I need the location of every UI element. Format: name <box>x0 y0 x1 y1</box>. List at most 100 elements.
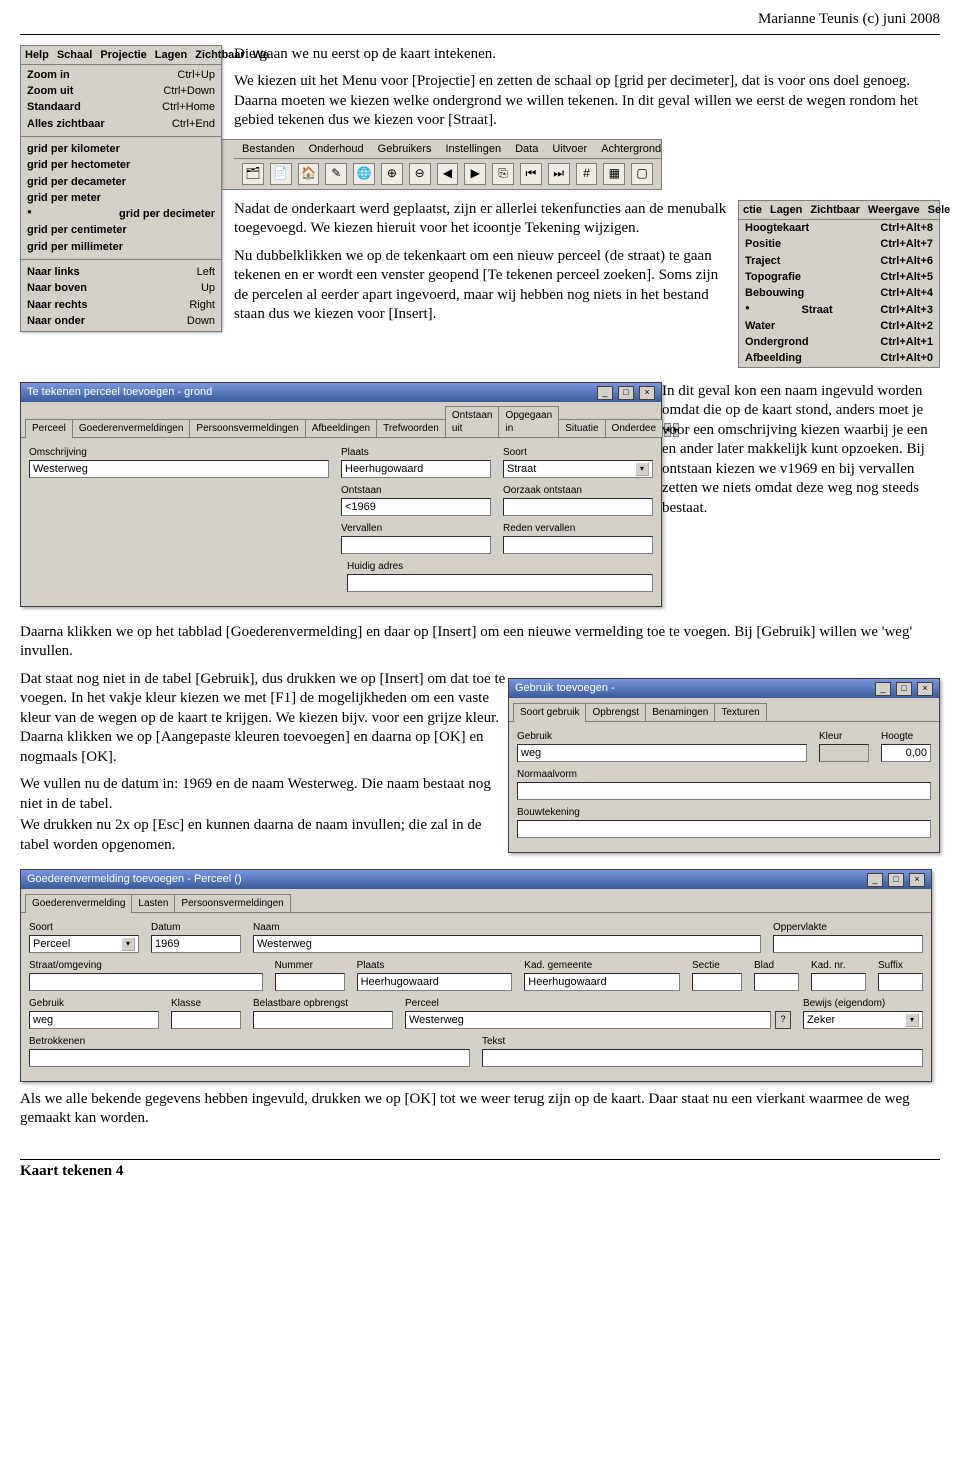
lagen-traject[interactable]: TrajectCtrl+Alt+6 <box>739 253 939 269</box>
next-icon[interactable]: ▶ <box>464 163 486 185</box>
grid-dm[interactable]: grid per decimeter <box>21 206 221 222</box>
g-betrok-input[interactable] <box>29 1049 470 1067</box>
forward-icon[interactable]: ⏭ <box>548 163 570 185</box>
tab-ontstaan[interactable]: Ontstaan uit <box>445 406 500 437</box>
globe-icon[interactable]: 🌐 <box>353 163 375 185</box>
tb-gebruikers[interactable]: Gebruikers <box>378 142 432 156</box>
g-straat-input[interactable] <box>29 973 263 991</box>
g-sectie-input[interactable] <box>692 973 742 991</box>
tb-bestanden[interactable]: Bestanden <box>242 142 295 156</box>
grid-km[interactable]: grid per kilometer <box>21 141 221 157</box>
grid-dam[interactable]: grid per decameter <box>21 174 221 190</box>
omschrijving-input[interactable] <box>29 460 329 478</box>
lagen-ondergrond[interactable]: OndergrondCtrl+Alt+1 <box>739 334 939 350</box>
g-plaats-input[interactable] <box>357 973 513 991</box>
maximize-icon[interactable]: □ <box>618 386 634 400</box>
pencil-icon[interactable]: ✎ <box>325 163 347 185</box>
g-bewijs-select[interactable]: Zeker▾ <box>803 1011 923 1029</box>
grid-m[interactable]: grid per meter <box>21 190 221 206</box>
tab-goederenvermelding[interactable]: Goederenvermelding <box>25 894 132 913</box>
lagen-head-weergave[interactable]: Weergave <box>868 203 920 217</box>
tab-afbeeld[interactable]: Afbeeldingen <box>305 419 377 437</box>
naar-rechts[interactable]: Naar rechtsRight <box>21 297 221 313</box>
huidig-input[interactable] <box>347 574 653 592</box>
lagen-straat[interactable]: StraatCtrl+Alt+3 <box>739 302 939 318</box>
tab-opgegaan[interactable]: Opgegaan in <box>498 406 559 437</box>
tab-goederen[interactable]: Goederenvermeldingen <box>72 419 191 437</box>
tab-benamingen[interactable]: Benamingen <box>645 703 715 721</box>
vervallen-input[interactable] <box>341 536 491 554</box>
lagen-bebouwing[interactable]: BebouwingCtrl+Alt+4 <box>739 285 939 301</box>
grid-cm[interactable]: grid per centimeter <box>21 222 221 238</box>
minimize-icon[interactable]: _ <box>875 682 891 696</box>
close-icon[interactable]: × <box>909 873 925 887</box>
normaalvorm-input[interactable] <box>517 782 931 800</box>
g-blad-input[interactable] <box>754 973 799 991</box>
copy-icon[interactable]: ⎘ <box>492 163 514 185</box>
prev-icon[interactable]: ◀ <box>437 163 459 185</box>
grid-icon[interactable]: # <box>576 163 598 185</box>
folder-icon[interactable]: 🗂 <box>242 163 264 185</box>
grid-hm[interactable]: grid per hectometer <box>21 157 221 173</box>
home-icon[interactable]: 🏠 <box>298 163 320 185</box>
menu-projectie[interactable]: Projectie <box>100 48 146 62</box>
oorzaak-input[interactable] <box>503 498 653 516</box>
tab-perceel[interactable]: Perceel <box>25 419 73 438</box>
lagen-head-zichtbaar[interactable]: Zichtbaar <box>810 203 860 217</box>
soort-select[interactable]: Straat▾ <box>503 460 653 478</box>
rewind-icon[interactable]: ⏮ <box>520 163 542 185</box>
zoom-in-icon[interactable]: ⊕ <box>381 163 403 185</box>
menu-zoom-in[interactable]: Zoom inCtrl+Up <box>21 67 221 83</box>
g-klasse-input[interactable] <box>171 1011 241 1029</box>
tab-soortgebruik[interactable]: Soort gebruik <box>513 703 586 722</box>
maximize-icon[interactable]: □ <box>888 873 904 887</box>
page-icon[interactable]: 📄 <box>270 163 292 185</box>
tab-persoonsvermeldingen[interactable]: Persoonsvermeldingen <box>174 894 290 912</box>
minimize-icon[interactable]: _ <box>597 386 613 400</box>
g-kadnr-input[interactable] <box>811 973 866 991</box>
plaats-input[interactable] <box>341 460 491 478</box>
menu-standaard[interactable]: StandaardCtrl+Home <box>21 99 221 115</box>
lagen-positie[interactable]: PositieCtrl+Alt+7 <box>739 236 939 252</box>
ontstaan-input[interactable] <box>341 498 491 516</box>
close-icon[interactable]: × <box>639 386 655 400</box>
menu-lagen[interactable]: Lagen <box>155 48 187 62</box>
menu-alles-zichtbaar[interactable]: Alles zichtbaarCtrl+End <box>21 116 221 132</box>
gebruik-input[interactable] <box>517 744 807 762</box>
help-button[interactable]: ? <box>775 1011 791 1029</box>
tab-situatie[interactable]: Situatie <box>558 419 605 437</box>
g-soort-select[interactable]: Perceel▾ <box>29 935 139 953</box>
tab-opbrengst[interactable]: Opbrengst <box>585 703 646 721</box>
tab-tref[interactable]: Trefwoorden <box>376 419 446 437</box>
lagen-afbeelding[interactable]: AfbeeldingCtrl+Alt+0 <box>739 350 939 366</box>
menu-help[interactable]: Help <box>25 48 49 62</box>
lagen-topografie[interactable]: TopografieCtrl+Alt+5 <box>739 269 939 285</box>
tab-onderdee[interactable]: Onderdee <box>605 419 663 437</box>
g-opp-input[interactable] <box>773 935 923 953</box>
close-icon[interactable]: × <box>917 682 933 696</box>
kleur-input[interactable] <box>819 744 869 762</box>
g-tekst-input[interactable] <box>482 1049 923 1067</box>
g-perceel-input[interactable] <box>405 1011 771 1029</box>
g-kad-input[interactable] <box>524 973 680 991</box>
lagen-water[interactable]: WaterCtrl+Alt+2 <box>739 318 939 334</box>
g-datum-input[interactable] <box>151 935 241 953</box>
bouwtekening-input[interactable] <box>517 820 931 838</box>
tab-texturen[interactable]: Texturen <box>714 703 766 721</box>
naar-links[interactable]: Naar linksLeft <box>21 264 221 280</box>
maximize-icon[interactable]: □ <box>896 682 912 696</box>
square-icon[interactable]: ▢ <box>631 163 653 185</box>
grid-mm[interactable]: grid per millimeter <box>21 239 221 255</box>
lagen-head-lagen[interactable]: Lagen <box>770 203 802 217</box>
tb-onderhoud[interactable]: Onderhoud <box>309 142 364 156</box>
lagen-hoogtekaart[interactable]: HoogtekaartCtrl+Alt+8 <box>739 220 939 236</box>
reden-input[interactable] <box>503 536 653 554</box>
menu-schaal[interactable]: Schaal <box>57 48 92 62</box>
naar-boven[interactable]: Naar bovenUp <box>21 280 221 296</box>
g-belast-input[interactable] <box>253 1011 393 1029</box>
tb-data[interactable]: Data <box>515 142 538 156</box>
zoom-out-icon[interactable]: ⊖ <box>409 163 431 185</box>
tb-instellingen[interactable]: Instellingen <box>445 142 501 156</box>
hoogte-input[interactable] <box>881 744 931 762</box>
g-suffix-input[interactable] <box>878 973 923 991</box>
